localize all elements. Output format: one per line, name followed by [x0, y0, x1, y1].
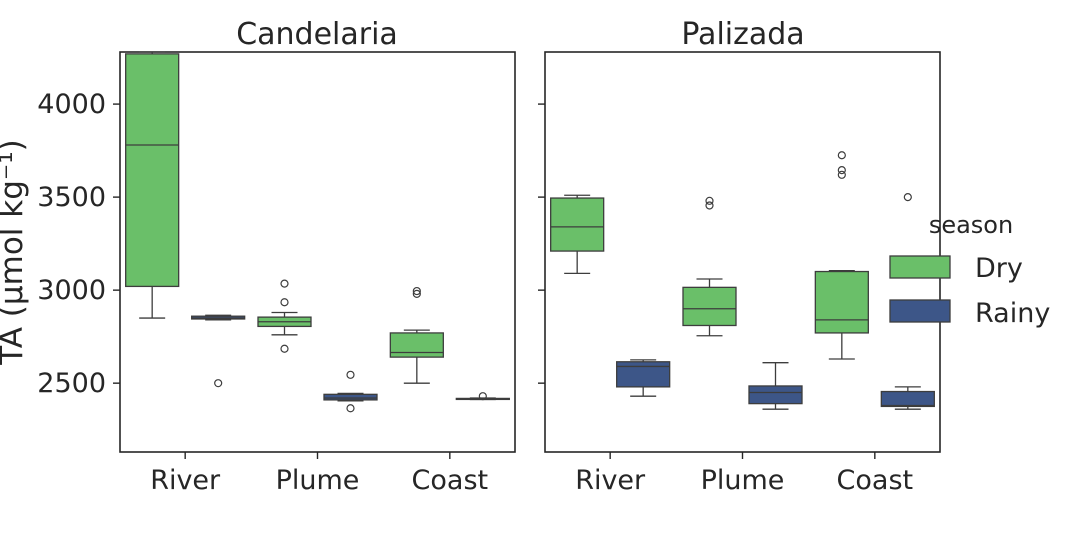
iqr-box-palizada-plume-dry: [682, 286, 737, 327]
flier-palizada-coast-dry-1: [837, 166, 846, 175]
y-axis-label: TA (μmol kg⁻¹): [0, 139, 30, 366]
box-candelaria-plume-dry: [257, 279, 312, 353]
flier-candelaria-coast-rainy-0: [478, 392, 487, 401]
x-tick-label-river: River: [150, 465, 221, 496]
flier-candelaria-plume-rainy-1: [346, 370, 355, 379]
flier-candelaria-plume-dry-2: [280, 279, 289, 288]
box-palizada-coast-dry: [814, 151, 869, 360]
flier-candelaria-plume-dry-1: [280, 298, 289, 307]
panel-palizada: Palizada River Plume Coast: [538, 17, 941, 496]
box-candelaria-river-rainy: [191, 314, 246, 388]
iqr-box-candelaria-plume-rainy: [323, 393, 378, 401]
x-tick-label-plume: Plume: [701, 465, 785, 496]
box-candelaria-river-dry: [125, 51, 180, 319]
box-palizada-river-dry: [550, 194, 605, 275]
flier-candelaria-river-rainy-0: [214, 379, 223, 388]
iqr-box-palizada-river-dry: [550, 197, 605, 252]
y-tick-label-4000: 4000: [37, 89, 106, 120]
x-tick-label-plume: Plume: [276, 465, 360, 496]
box-palizada-plume-rainy: [748, 362, 803, 410]
legend-label-rainy: Rainy: [975, 298, 1050, 329]
x-tick-label-coast: Coast: [412, 465, 489, 496]
legend-title: season: [929, 211, 1013, 239]
iqr-box-candelaria-coast-dry: [389, 332, 444, 358]
iqr-box-candelaria-river-dry: [125, 53, 180, 288]
flier-candelaria-plume-dry-0: [280, 344, 289, 353]
flier-palizada-plume-dry-0: [705, 201, 714, 210]
y-tick-label-3500: 3500: [37, 182, 106, 213]
x-tick-label-river: River: [575, 465, 646, 496]
flier-candelaria-plume-rainy-0: [346, 404, 355, 413]
iqr-box-palizada-plume-rainy: [748, 385, 803, 405]
y-tick-label-3000: 3000: [37, 275, 106, 306]
flier-palizada-coast-dry-2: [837, 151, 846, 160]
flier-candelaria-coast-dry-0: [412, 289, 421, 298]
panel-title-palizada: Palizada: [681, 17, 804, 52]
iqr-box-palizada-river-rainy: [616, 361, 671, 388]
box-candelaria-plume-rainy: [323, 370, 378, 413]
legend-swatch-rainy: [889, 299, 951, 323]
legend-label-dry: Dry: [975, 253, 1023, 284]
iqr-box-palizada-coast-dry: [814, 270, 869, 334]
flier-candelaria-coast-dry-1: [412, 286, 421, 296]
box-candelaria-coast-dry: [389, 286, 444, 384]
panel-title-candelaria: Candelaria: [236, 17, 398, 52]
flier-palizada-coast-rainy-0: [903, 193, 912, 202]
box-palizada-plume-dry: [682, 196, 737, 337]
flier-palizada-plume-dry-1: [705, 196, 714, 205]
legend-swatch-dry: [889, 255, 951, 279]
x-tick-label-coast: Coast: [837, 465, 914, 496]
box-palizada-coast-rainy: [880, 193, 935, 410]
box-candelaria-coast-rainy: [455, 392, 510, 401]
legend: season Dry Rainy: [889, 211, 1050, 329]
box-palizada-river-rainy: [616, 359, 671, 397]
flier-palizada-coast-dry-0: [837, 170, 846, 179]
iqr-box-palizada-coast-rainy: [880, 390, 935, 408]
panel-candelaria: Candelaria 2500 3000 3500 4000 River Plume Coa…: [37, 17, 516, 496]
y-tick-label-2500: 2500: [37, 368, 106, 399]
